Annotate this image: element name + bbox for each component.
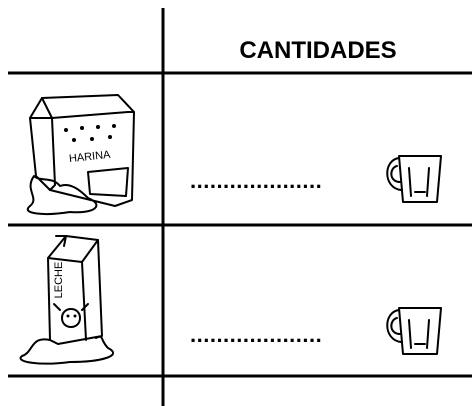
- product-label: HARINA: [68, 149, 111, 165]
- answer-blank: ....................: [190, 168, 322, 193]
- answer-blank: ....................: [190, 322, 322, 347]
- flour-bag-illustration: HARINA: [26, 94, 135, 215]
- cup-icon: [386, 155, 442, 203]
- milk-carton-illustration: LECHE: [19, 235, 115, 365]
- product-label: LECHE: [53, 262, 65, 299]
- column-title: CANTIDADES: [239, 37, 396, 64]
- cup-icon: [386, 307, 442, 355]
